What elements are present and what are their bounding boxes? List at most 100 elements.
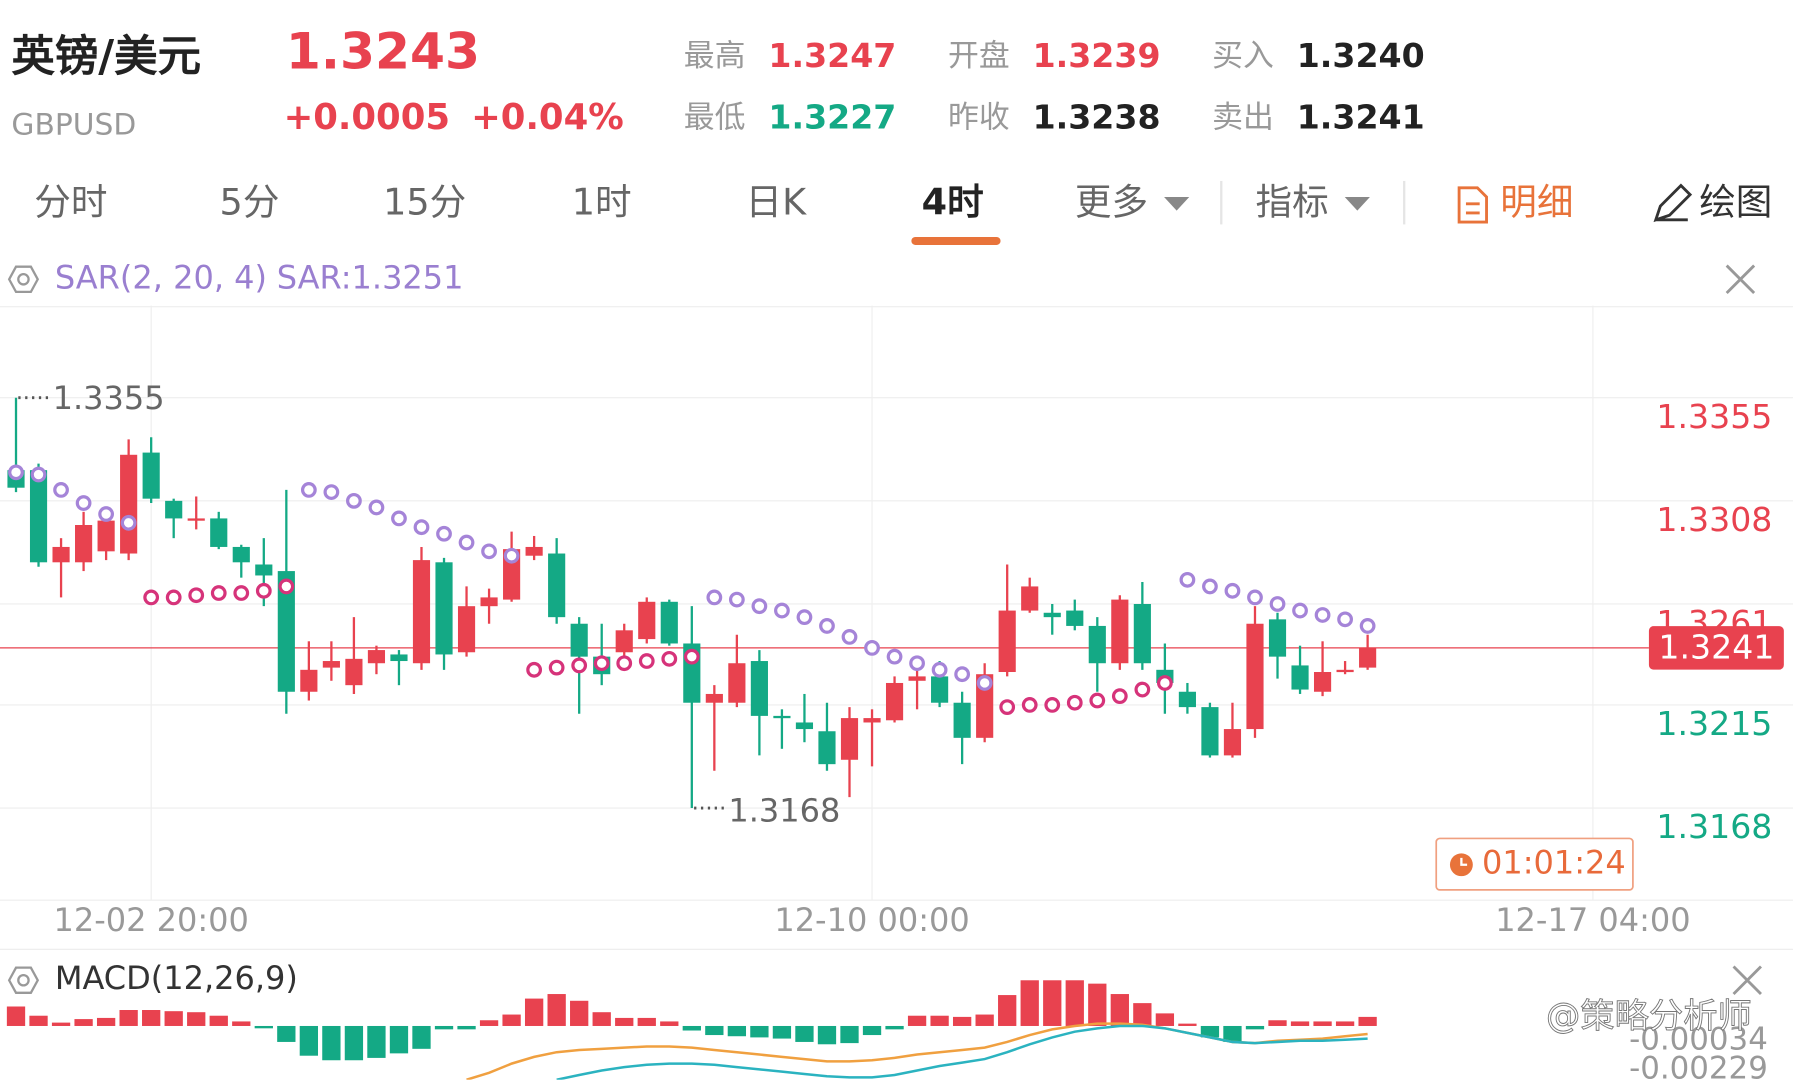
macd-bar	[1223, 1025, 1242, 1042]
price-chart: 1.33551.33081.32611.32151.31681.33551.31…	[0, 305, 1793, 901]
candle-body	[638, 601, 656, 640]
watermark-icon	[1509, 1002, 1541, 1034]
macd-bar	[615, 1017, 634, 1026]
macd-line	[556, 1024, 1368, 1080]
candle-body	[728, 663, 746, 703]
settings-icon[interactable]	[7, 265, 40, 294]
sar-dot	[30, 466, 47, 483]
tab[interactable]: 1时	[572, 180, 632, 223]
stat-value: 1.3238	[1033, 98, 1161, 137]
sar-dot	[728, 591, 745, 608]
tab[interactable]: 分时	[34, 180, 107, 223]
sar-dot	[819, 618, 835, 634]
macd-bar	[930, 1015, 949, 1026]
close-indicator[interactable]	[1732, 965, 1762, 995]
settings-icon-dot	[17, 272, 30, 286]
stat-label: 买入	[1212, 38, 1274, 74]
candle-body	[1021, 586, 1039, 611]
macd-bar	[164, 1011, 183, 1026]
candle-body	[795, 722, 814, 730]
stat-label: 最高	[684, 38, 746, 74]
sar-dot	[8, 464, 24, 481]
tab[interactable]: 绘图	[1699, 180, 1772, 223]
macd-bar	[457, 1025, 476, 1030]
pair-name: 英镑/美元	[11, 32, 201, 82]
macd-bar	[344, 1025, 364, 1061]
stat-label: 卖出	[1212, 100, 1274, 136]
macd-bar	[750, 1025, 769, 1038]
low-marker: 1.3168	[728, 792, 840, 830]
sar-dot	[368, 499, 385, 516]
sar-dot	[413, 519, 430, 536]
stat-value: 1.3240	[1297, 36, 1425, 75]
candle-body	[885, 682, 904, 721]
sar-dot	[210, 585, 227, 601]
close-indicator[interactable]	[1725, 264, 1756, 295]
candle-body	[1111, 599, 1129, 664]
macd-bar	[209, 1015, 228, 1026]
timer-box	[1435, 837, 1634, 891]
settings-icon[interactable]	[7, 966, 40, 994]
sar-dot	[1359, 618, 1376, 634]
tab[interactable]: 指标	[1256, 180, 1329, 223]
tab[interactable]: 15分	[383, 180, 466, 223]
sar-dot	[1314, 607, 1331, 623]
sar-dot	[143, 589, 160, 606]
candle-body	[931, 676, 949, 703]
candle-body	[1246, 623, 1264, 730]
sar-dot	[1224, 582, 1241, 599]
candle-body	[187, 518, 205, 521]
sar-dot	[638, 653, 655, 669]
y-tick-label: -0.00229	[1629, 1050, 1768, 1080]
macd-bar	[1358, 1016, 1377, 1026]
sar-dot	[526, 661, 543, 678]
macd-bar	[434, 1025, 454, 1030]
tab[interactable]: 5分	[220, 180, 280, 223]
sar-dot	[548, 659, 565, 676]
sar-dot	[571, 657, 588, 674]
candle-body	[750, 661, 768, 716]
macd-chart: -0.00034-0.00229	[6, 980, 1768, 1080]
macd-bar	[502, 1014, 521, 1026]
y-tick-label: 1.3168	[1656, 807, 1772, 846]
sar-dot	[774, 602, 790, 619]
pair-code: GBPUSD	[11, 108, 136, 143]
candle-body	[210, 518, 228, 547]
macd-bar	[772, 1025, 792, 1039]
stat-label: 开盘	[948, 38, 1010, 74]
macd-bar	[1020, 980, 1039, 1026]
candle-body	[1133, 603, 1151, 664]
candle-body	[29, 470, 48, 563]
candle-body	[1088, 625, 1106, 664]
sar-dot	[436, 525, 452, 542]
tab[interactable]: 4时	[922, 180, 984, 223]
candle-body	[97, 520, 115, 552]
candle-body	[367, 650, 386, 664]
sar-dot	[1247, 589, 1263, 606]
candle-body	[660, 601, 678, 644]
candle-body	[232, 546, 250, 563]
sar-dot	[909, 655, 925, 672]
macd-bar	[570, 1000, 589, 1026]
macd-bar	[1043, 980, 1062, 1026]
sar-dot	[1202, 578, 1218, 595]
candle-body	[1291, 665, 1309, 690]
candle-body	[1336, 669, 1354, 673]
x-tick-label: 12-10 00:00	[774, 901, 969, 939]
tab[interactable]: 明细	[1500, 180, 1573, 223]
candle-body	[255, 564, 273, 576]
tab[interactable]: 日K	[746, 180, 808, 223]
candle-body	[840, 718, 859, 760]
macd-bar	[705, 1025, 724, 1036]
macd-bar	[6, 1006, 26, 1026]
macd-bar	[1133, 1003, 1152, 1026]
sar-dot	[503, 547, 520, 564]
macd-bar	[232, 1021, 251, 1026]
stat-value: 1.3247	[768, 36, 896, 75]
sar-dot	[233, 585, 250, 601]
sar-dot	[458, 534, 475, 551]
candle-body	[480, 597, 498, 607]
tab[interactable]: 更多	[1075, 180, 1148, 223]
sar-dot	[931, 661, 948, 678]
